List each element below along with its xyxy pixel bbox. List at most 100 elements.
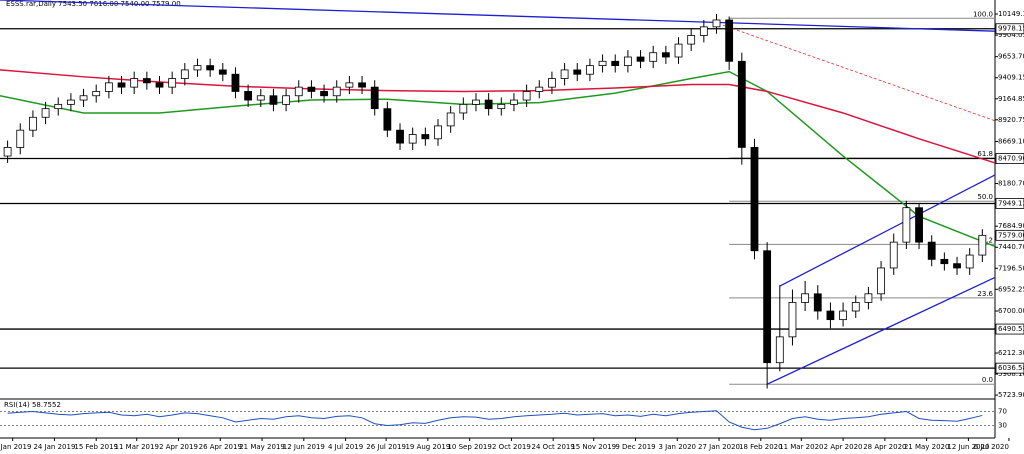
candle-body (927, 241, 936, 260)
candle-body (535, 86, 544, 92)
candle-body (548, 78, 556, 88)
candle-body (915, 207, 923, 243)
candle-body (269, 95, 278, 105)
candle-body (294, 86, 303, 97)
candle-body (41, 108, 50, 118)
candle-body (801, 293, 810, 303)
x-tick-label: 26 Apr 2019 (199, 443, 242, 451)
y-tick-label: 9164.85 (998, 95, 1024, 103)
y-tick-label: 9409.15 (998, 74, 1024, 82)
candle-body (256, 95, 265, 101)
level-label: 9978.15 (998, 25, 1024, 33)
rsi-label: RSI(14) 58.7552 (4, 401, 61, 409)
fib-label: 61.8 (977, 150, 993, 158)
candle-body (383, 108, 392, 131)
x-tick-label: 2 Apr 2019 (159, 443, 198, 451)
x-tick-label: 15 Nov 2019 (571, 443, 616, 451)
y-tick-label: 5968.10 (998, 370, 1024, 378)
candle-body (864, 293, 873, 303)
candle-body (649, 52, 658, 62)
candle-body (510, 99, 518, 105)
candle-body (446, 112, 455, 127)
y-tick-label: 6952.25 (998, 285, 1024, 293)
candle-body (763, 250, 772, 364)
candle-body (750, 147, 759, 252)
trendline (766, 276, 996, 385)
level-box (995, 323, 1024, 335)
candle-body (813, 293, 822, 312)
candle-body (611, 60, 620, 67)
x-tick-label: 26 Jul 2019 (366, 443, 406, 451)
candle-body (522, 91, 531, 101)
y-tick-label: 6700.00 (998, 307, 1024, 315)
x-tick-label: 24 Jan 2019 (33, 443, 75, 451)
candle-body (218, 69, 227, 75)
x-tick-label: 15 Feb 2019 (74, 443, 118, 451)
candle-body (66, 99, 75, 105)
fib-label: 0.0 (982, 376, 993, 384)
candle-body (130, 78, 139, 88)
x-tick-label: 21 May 2020 (904, 443, 950, 451)
x-tick-label: 12 Jun 2019 (283, 443, 325, 451)
x-tick-label: 12 Jun 2020 (947, 443, 989, 451)
x-tick-label: 27 Jan 2020 (698, 443, 740, 451)
candle-body (623, 56, 632, 67)
candle-body (421, 134, 430, 140)
fib-label: 23.6 (977, 290, 993, 298)
y-tick-label: 9653.70 (998, 53, 1024, 61)
candle-body (244, 91, 253, 101)
candle-body (851, 302, 860, 312)
level-box (995, 362, 1024, 374)
candle-body (193, 65, 202, 71)
candle-body (737, 60, 746, 148)
candle-body (699, 26, 708, 36)
candle-body (92, 91, 101, 97)
candle-body (117, 82, 126, 88)
candle-body (560, 69, 569, 79)
x-tick-label: 19 Aug 2019 (405, 443, 450, 451)
candle-body (434, 125, 442, 140)
y-tick-label: 8920.75 (998, 116, 1024, 124)
candle-body (396, 129, 404, 144)
trendline (722, 24, 996, 122)
candle-body (345, 82, 354, 88)
x-tick-label: 11 Mar 2020 (779, 443, 823, 451)
y-tick-label: 10149.10 (998, 10, 1024, 18)
candle-body (206, 65, 215, 71)
candle-body (79, 95, 88, 101)
x-tick-label: 2 Jan 2019 (0, 443, 31, 451)
y-tick-label: 5723.90 (998, 391, 1024, 399)
candle-body (586, 65, 594, 75)
candle-body (687, 35, 696, 45)
level-box (995, 23, 1024, 35)
candle-body (408, 134, 417, 144)
moving-average (0, 70, 996, 248)
x-tick-label: 11 Mar 2019 (115, 443, 159, 451)
level-label: 6036.58 (998, 364, 1024, 372)
x-tick-label: 24 Oct 2019 (532, 443, 575, 451)
candle-body (877, 267, 885, 295)
candle-body (598, 60, 607, 67)
candle-body (29, 116, 37, 131)
x-tick-label: 10 Sep 2019 (447, 443, 491, 451)
x-tick-label: 18 Feb 2020 (739, 443, 783, 451)
candle-body (484, 99, 493, 110)
candle-body (775, 336, 784, 364)
candle-body (168, 78, 177, 88)
candle-body (54, 103, 63, 110)
x-tick-label: 4 Jul 2019 (328, 443, 363, 451)
x-tick-label: 28 Apr 2020 (863, 443, 906, 451)
trendline (0, 0, 996, 32)
y-tick-label: 7684.90 (998, 222, 1024, 230)
rsi-line (7, 410, 983, 431)
candle-body (472, 99, 480, 105)
candle-body (889, 241, 898, 269)
rsi-tick-label: 70 (998, 408, 1007, 416)
x-tick-label: 2 Apr 2020 (824, 443, 863, 451)
candle-body (180, 69, 189, 79)
candle-body (953, 263, 961, 269)
candle-body (282, 95, 290, 105)
y-tick-label: 8669.10 (998, 137, 1024, 145)
